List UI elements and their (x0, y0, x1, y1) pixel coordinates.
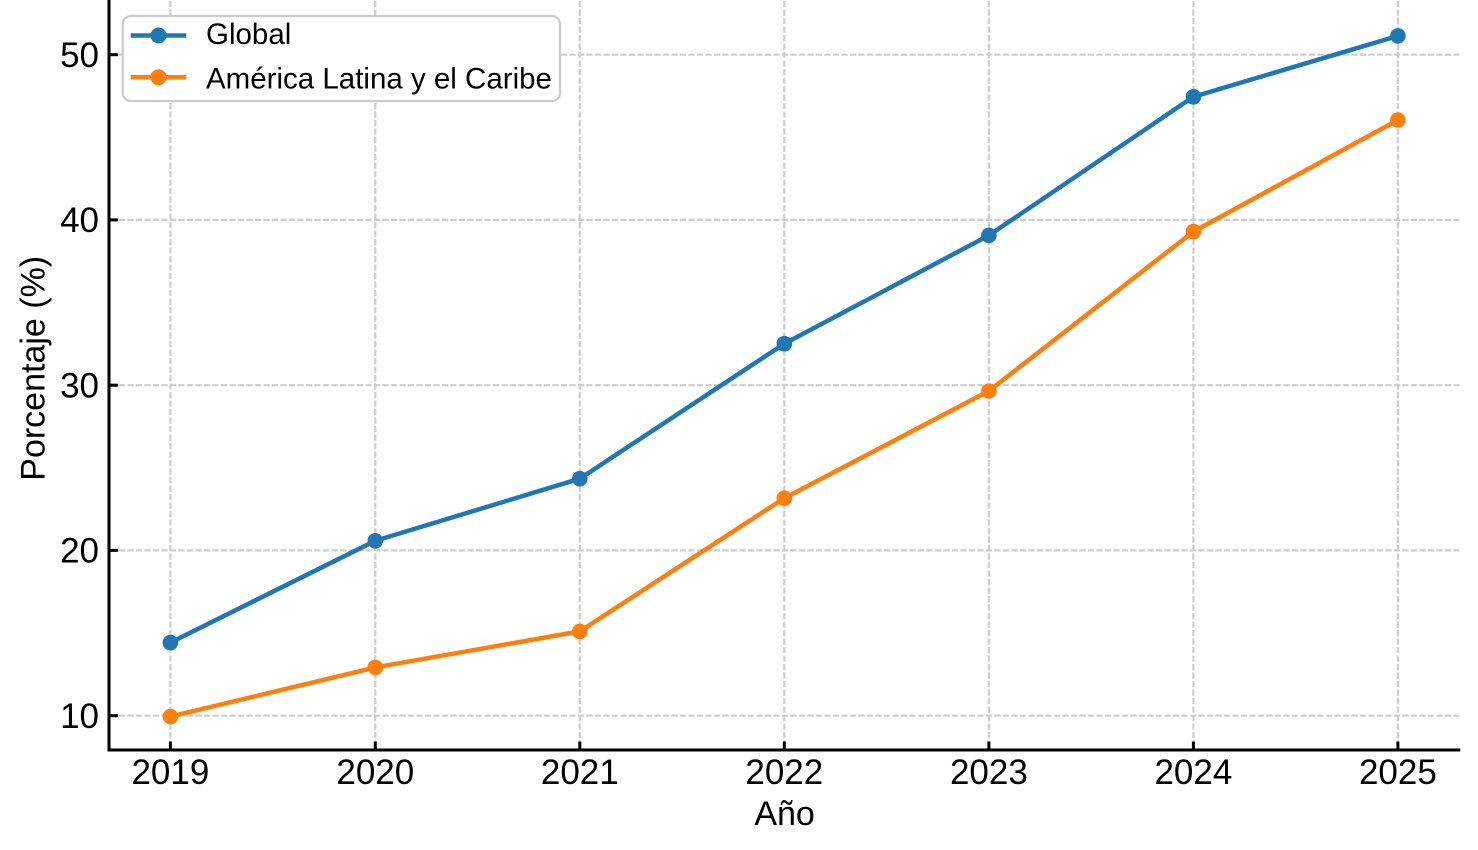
svg-text:2021: 2021 (541, 753, 619, 792)
svg-text:2020: 2020 (336, 753, 414, 792)
svg-text:20: 20 (60, 532, 99, 571)
svg-text:2019: 2019 (131, 753, 209, 792)
svg-text:10: 10 (60, 697, 99, 736)
svg-text:Global: Global (206, 18, 291, 51)
svg-text:30: 30 (60, 366, 99, 405)
svg-text:50: 50 (60, 36, 99, 75)
svg-text:2024: 2024 (1154, 753, 1232, 792)
svg-text:América Latina y el Caribe: América Latina y el Caribe (206, 62, 552, 95)
svg-text:40: 40 (60, 201, 99, 240)
svg-text:2025: 2025 (1359, 753, 1437, 792)
svg-text:2022: 2022 (745, 753, 823, 792)
svg-text:Año: Año (754, 795, 815, 833)
svg-text:2023: 2023 (950, 753, 1028, 792)
svg-text:Porcentaje (%): Porcentaje (%) (15, 256, 53, 481)
